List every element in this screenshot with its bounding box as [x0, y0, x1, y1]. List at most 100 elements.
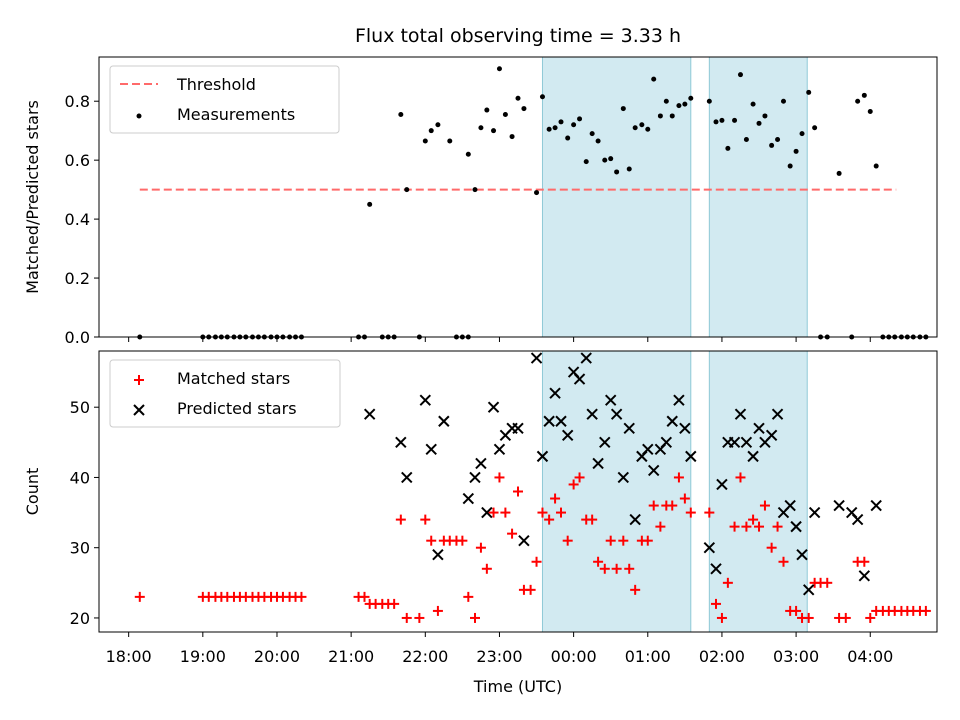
measurement-point [521, 106, 527, 112]
measurement-point [873, 163, 879, 169]
measurement-point [577, 116, 583, 122]
predicted-point [512, 422, 524, 434]
predicted-point [475, 457, 487, 470]
measurement-point [565, 135, 571, 141]
y-tick-label: 40 [70, 468, 90, 487]
measurement-point [651, 76, 657, 82]
predicted-point [462, 492, 475, 505]
matched-point [716, 612, 727, 623]
predicted-point [642, 443, 654, 456]
measurement-point [645, 126, 651, 132]
measurement-point [539, 94, 545, 100]
x-axis-label: Time (UTC) [473, 677, 562, 696]
matched-point [463, 591, 474, 602]
y-tick-label: 0.6 [65, 151, 90, 170]
matched-point [865, 612, 876, 623]
matched-point [426, 535, 437, 546]
matched-point [134, 591, 145, 602]
matched-point [735, 472, 746, 483]
matched-point [667, 500, 678, 511]
legend-label: Threshold [176, 75, 256, 94]
measurement-point [472, 187, 478, 193]
legend-box [109, 359, 341, 428]
measurement-point [552, 125, 558, 131]
predicted-point [425, 443, 437, 456]
matched-point [920, 605, 931, 616]
matched-point [469, 612, 480, 623]
y-axis-label: Count [23, 468, 42, 516]
predicted-point [592, 457, 604, 470]
predicted-point [481, 506, 493, 519]
matched-point [772, 521, 783, 532]
measurement-point [398, 111, 404, 117]
matched-point [630, 584, 641, 595]
legend-swatch-measurements [136, 113, 142, 119]
measurement-point [780, 98, 786, 104]
matched-point [544, 514, 555, 525]
predicted-point [765, 429, 778, 442]
x-tick-label: 20:00 [254, 647, 300, 666]
measurement-point [799, 131, 805, 137]
predicted-point [679, 422, 691, 434]
chart-title: Flux total observing time = 3.33 h [355, 25, 681, 47]
measurement-point [602, 157, 608, 163]
measurement-point [737, 72, 743, 78]
predicted-point [599, 436, 611, 449]
x-tick-label: 01:00 [625, 647, 671, 666]
x-tick-label: 00:00 [551, 647, 597, 666]
matched-point [729, 521, 740, 532]
predicted-point [586, 408, 598, 420]
matched-point [359, 591, 370, 602]
y-tick-label: 20 [70, 609, 90, 628]
measurement-point [404, 187, 410, 193]
measurement-point [589, 131, 595, 137]
matched-point [605, 535, 616, 546]
legend-label: Predicted stars [177, 399, 297, 418]
measurement-point [769, 142, 775, 148]
measurement-point [515, 95, 521, 101]
matched-point [414, 612, 425, 623]
matched-point [679, 493, 690, 504]
measurement-point [491, 128, 497, 134]
matched-point [568, 479, 579, 490]
matched-point [525, 584, 536, 595]
predicted-point [870, 499, 882, 512]
measurement-point [787, 163, 793, 169]
y-tick-label: 0.0 [65, 328, 90, 347]
matched-point [859, 556, 870, 567]
predicted-point [401, 471, 413, 484]
measurement-point [713, 119, 719, 125]
y-tick-label: 30 [70, 539, 90, 558]
measurement-point [775, 137, 781, 143]
predicted-point [363, 408, 376, 420]
predicted-point [573, 373, 586, 385]
matched-point [803, 612, 814, 623]
legend-box [109, 65, 340, 134]
predicted-point [487, 401, 500, 413]
measurement-point [812, 125, 818, 131]
predicted-point [604, 394, 617, 406]
measurement-point [447, 138, 453, 144]
predicted-point [858, 570, 871, 582]
predicted-point [808, 506, 821, 519]
predicted-point [771, 408, 784, 420]
predicted-point [673, 394, 685, 406]
measurement-point [367, 201, 373, 207]
measurement-point [793, 148, 799, 154]
matched-point [642, 535, 653, 546]
matched-point [481, 563, 492, 574]
shaded-interval [541, 56, 692, 338]
measurement-point [676, 103, 682, 109]
y-tick-label: 0.8 [65, 92, 90, 111]
measurement-point [626, 166, 632, 172]
matched-point [711, 598, 722, 609]
x-tick-label: 18:00 [106, 647, 152, 666]
matched-point [562, 535, 573, 546]
predicted-point [432, 549, 444, 561]
matched-point [840, 612, 851, 623]
measurement-point [719, 117, 725, 123]
matched-point [494, 472, 505, 483]
measurement-point [571, 122, 577, 128]
panel-counts: 20 30 40 50 18:00 19:00 20:00 21:00 22:00 23:00 00… [23, 350, 938, 666]
matched-point [488, 507, 499, 518]
